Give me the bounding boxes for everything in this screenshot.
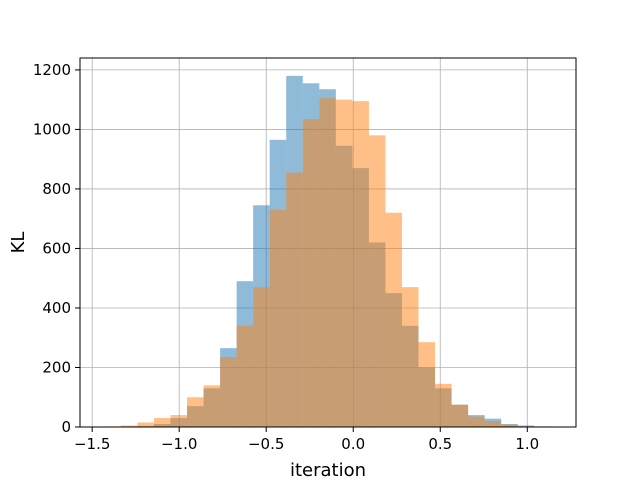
histogram-bars: [104, 75, 551, 428]
histogram-bar-series-2: [451, 404, 469, 427]
x-tick-label: −1.5: [74, 435, 110, 453]
histogram-bar-series-2: [187, 397, 204, 427]
histogram-bar-series-2: [302, 119, 320, 428]
y-tick-label: 1000: [33, 120, 71, 138]
axis-ticks: −1.5 −1.0 −0.5 0.0 0.5 1.0 0 200 400 600 800 1000 12…: [33, 61, 539, 453]
histogram-bar-series-2: [401, 287, 419, 427]
x-tick-label: 1.0: [515, 435, 539, 453]
x-tick-label: −1.0: [161, 435, 197, 453]
x-axis-label: iteration: [290, 460, 366, 480]
y-tick-label: 800: [42, 180, 71, 198]
histogram-bar-series-1: [517, 425, 535, 427]
histogram-bar-series-2: [137, 422, 154, 427]
x-tick-label: 0.0: [341, 435, 365, 453]
y-tick-label: 600: [42, 239, 71, 257]
histogram-bar-series-2: [501, 424, 518, 427]
y-tick-label: 200: [42, 358, 71, 376]
histogram-bar-series-2: [368, 135, 386, 427]
histogram-bar-series-2: [120, 425, 138, 427]
histogram-bar-series-2: [335, 99, 353, 428]
histogram-bar-series-2: [269, 209, 287, 427]
histogram-bar-series-2: [170, 415, 188, 427]
x-tick-label: 0.5: [428, 435, 452, 453]
plot-frame: [79, 57, 577, 428]
histogram-bar-series-2: [236, 325, 254, 427]
histogram-bar-series-2: [153, 418, 171, 427]
histogram-bar-series-2: [286, 172, 303, 427]
y-tick-label: 1200: [33, 61, 71, 79]
x-tick-label: −0.5: [248, 435, 284, 453]
histogram-bar-series-2: [352, 101, 369, 427]
histogram-bar-series-2: [468, 416, 485, 427]
y-tick-label: 0: [61, 418, 71, 436]
histogram-bar-series-2: [253, 287, 270, 427]
y-axis-label: KL: [8, 232, 29, 254]
histogram-bar-series-2: [435, 383, 452, 427]
histogram-bar-series-2: [203, 385, 221, 427]
histogram-bar-series-2: [220, 357, 237, 427]
histogram-bar-series-2: [418, 342, 436, 427]
y-tick-label: 400: [42, 299, 71, 317]
histogram-bar-series-2: [319, 98, 336, 427]
histogram-bar-series-2: [385, 212, 402, 427]
grid-lines: [80, 58, 576, 428]
histogram-bar-series-2: [484, 421, 502, 427]
